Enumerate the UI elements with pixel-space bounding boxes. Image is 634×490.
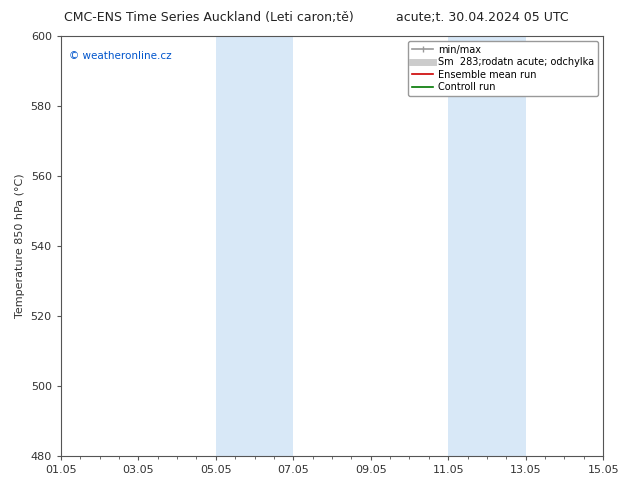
Text: CMC-ENS Time Series Auckland (Leti caron;tě): CMC-ENS Time Series Auckland (Leti caron… (64, 11, 354, 24)
Text: © weatheronline.cz: © weatheronline.cz (69, 51, 172, 61)
Bar (448, 36, 526, 456)
Y-axis label: Temperature 850 hPa (°C): Temperature 850 hPa (°C) (15, 174, 25, 318)
Legend: min/max, Sm  283;rodatn acute; odchylka, Ensemble mean run, Controll run: min/max, Sm 283;rodatn acute; odchylka, … (408, 41, 598, 96)
Bar (216, 36, 294, 456)
Text: acute;t. 30.04.2024 05 UTC: acute;t. 30.04.2024 05 UTC (396, 11, 568, 24)
